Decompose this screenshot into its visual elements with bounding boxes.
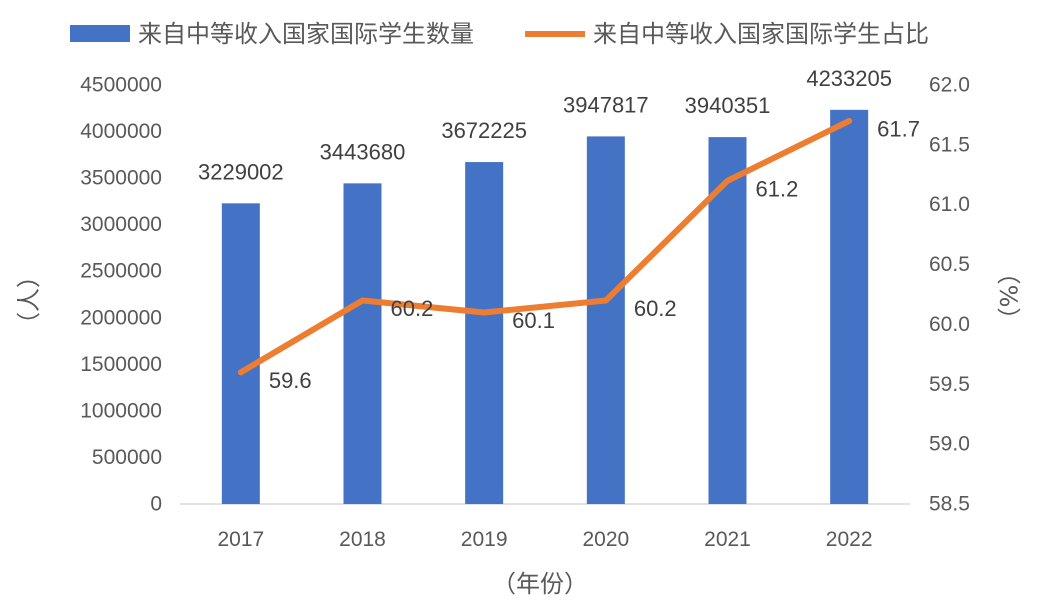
bar-series [221, 109, 869, 504]
bar [830, 109, 869, 504]
bar-data-label: 3443680 [320, 139, 406, 164]
bar-data-label: 3672225 [441, 118, 527, 143]
bar-data-label: 4233205 [806, 66, 892, 91]
bar [708, 137, 747, 504]
y-tick-label: 4000000 [80, 120, 162, 143]
bar [465, 162, 504, 504]
y-axis-title: （人） [15, 264, 43, 336]
y2-tick-label: 60.0 [929, 313, 970, 336]
bar [343, 183, 382, 504]
y2-tick-label: 61.0 [929, 193, 970, 216]
y2-tick-label: 61.5 [929, 133, 970, 156]
x-axis-title: （年份） [492, 570, 588, 598]
y2-axis-title: （%） [994, 261, 1022, 332]
x-tick-label: 2021 [704, 528, 751, 551]
line-data-labels: 59.6 60.2 60.1 60.2 61.2 61.7 [269, 116, 920, 392]
legend-swatch-bar [70, 25, 130, 42]
y2-tick-label: 58.5 [929, 493, 970, 516]
y-tick-label: 2500000 [80, 260, 162, 283]
bar-data-label: 3940351 [685, 93, 771, 118]
y-tick-label: 1500000 [80, 353, 162, 376]
bar [221, 203, 260, 504]
y-tick-label: 3000000 [80, 213, 162, 236]
y-tick-label: 3500000 [80, 167, 162, 190]
line-data-label: 61.7 [877, 116, 920, 141]
line-data-label: 59.6 [269, 368, 312, 393]
legend-label-share: 来自中等收入国家国际学生占比 [593, 20, 929, 48]
y2-tick-label: 60.5 [929, 253, 970, 276]
x-axis-ticks: 2017 2018 2019 2020 2021 2022 [217, 528, 872, 551]
left-axis-ticks: 0 500000 1000000 1500000 2000000 2500000 30000… [80, 74, 162, 516]
x-tick-label: 2019 [461, 528, 508, 551]
y2-tick-label: 62.0 [929, 74, 970, 97]
bar-data-labels: 3229002 3443680 3672225 3947817 3940351 42332… [198, 66, 892, 185]
y-tick-label: 1000000 [80, 399, 162, 422]
x-tick-label: 2020 [582, 528, 629, 551]
line-path [237, 117, 853, 376]
x-tick-label: 2018 [339, 528, 386, 551]
y2-tick-label: 59.0 [929, 433, 970, 456]
legend-label-count: 来自中等收入国家国际学生数量 [138, 20, 474, 48]
line-data-label: 60.2 [391, 296, 434, 321]
line-data-label: 61.2 [756, 176, 799, 201]
bar [586, 136, 625, 504]
line-series [237, 117, 853, 376]
legend: 来自中等收入国家国际学生数量 来自中等收入国家国际学生占比 [70, 20, 929, 48]
bar-data-label: 3229002 [198, 159, 284, 184]
right-axis-ticks: 58.5 59.0 59.5 60.0 60.5 61.0 61.5 62.0 [929, 74, 970, 516]
bar-data-label: 3947817 [563, 92, 649, 117]
y-tick-label: 0 [150, 493, 162, 516]
line-data-label: 60.1 [512, 308, 555, 333]
x-tick-label: 2017 [217, 528, 264, 551]
y-tick-label: 2000000 [80, 306, 162, 329]
y-tick-label: 500000 [92, 446, 162, 469]
line-data-label: 60.2 [634, 296, 677, 321]
y2-tick-label: 59.5 [929, 373, 970, 396]
x-tick-label: 2022 [826, 528, 873, 551]
y-tick-label: 4500000 [80, 74, 162, 97]
